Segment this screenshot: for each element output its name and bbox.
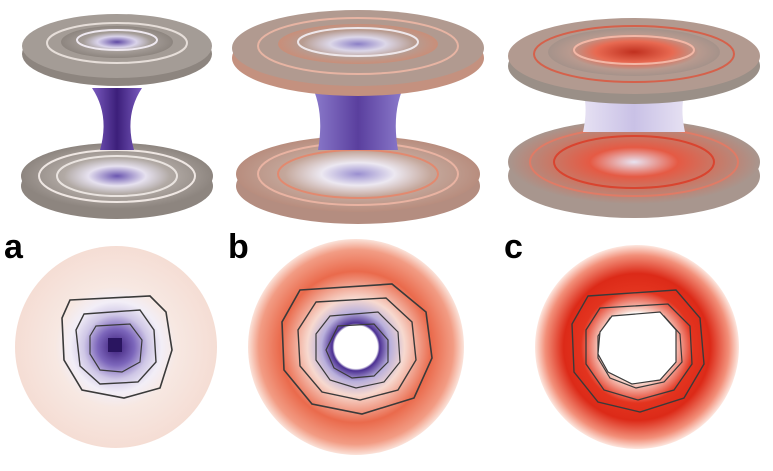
contour-line [75,309,157,385]
top-disc-contour [257,17,459,75]
bottom-disc [236,136,480,212]
top-disc-funnel [278,24,438,64]
bottom-disc-contour [553,135,715,189]
bottom-disc [508,120,760,204]
panel-label-c: c [504,228,523,266]
flat-map-a [15,246,217,448]
center-hole [597,311,677,385]
flat-map-c [535,245,739,449]
surface-3d-b [232,10,484,224]
panel-label-a: a [4,228,24,266]
surface-3d-a [21,14,213,219]
contour-line [297,297,417,401]
contour-line [571,289,705,413]
top-disc-contour [297,27,419,57]
contour-line [89,323,143,373]
center-hole [337,327,377,367]
top-disc-funnel [61,26,173,58]
neck [92,88,142,150]
core-pixel [108,338,122,352]
top-disc-contour [76,29,158,51]
contour-line [315,311,401,389]
bottom-disc [21,143,213,209]
flat-map-b [248,239,464,455]
contour-line [585,303,693,401]
contour-line [281,283,433,415]
top-disc-contour [533,25,735,83]
contour-line [61,295,173,399]
top-disc-contour [46,22,188,64]
top-disc-contour [573,35,695,65]
contour-line [325,323,389,379]
bottom-disc-contour [56,155,178,197]
surface-3d-c [508,18,760,218]
neck [310,82,406,150]
panel-label-b: b [228,228,249,266]
